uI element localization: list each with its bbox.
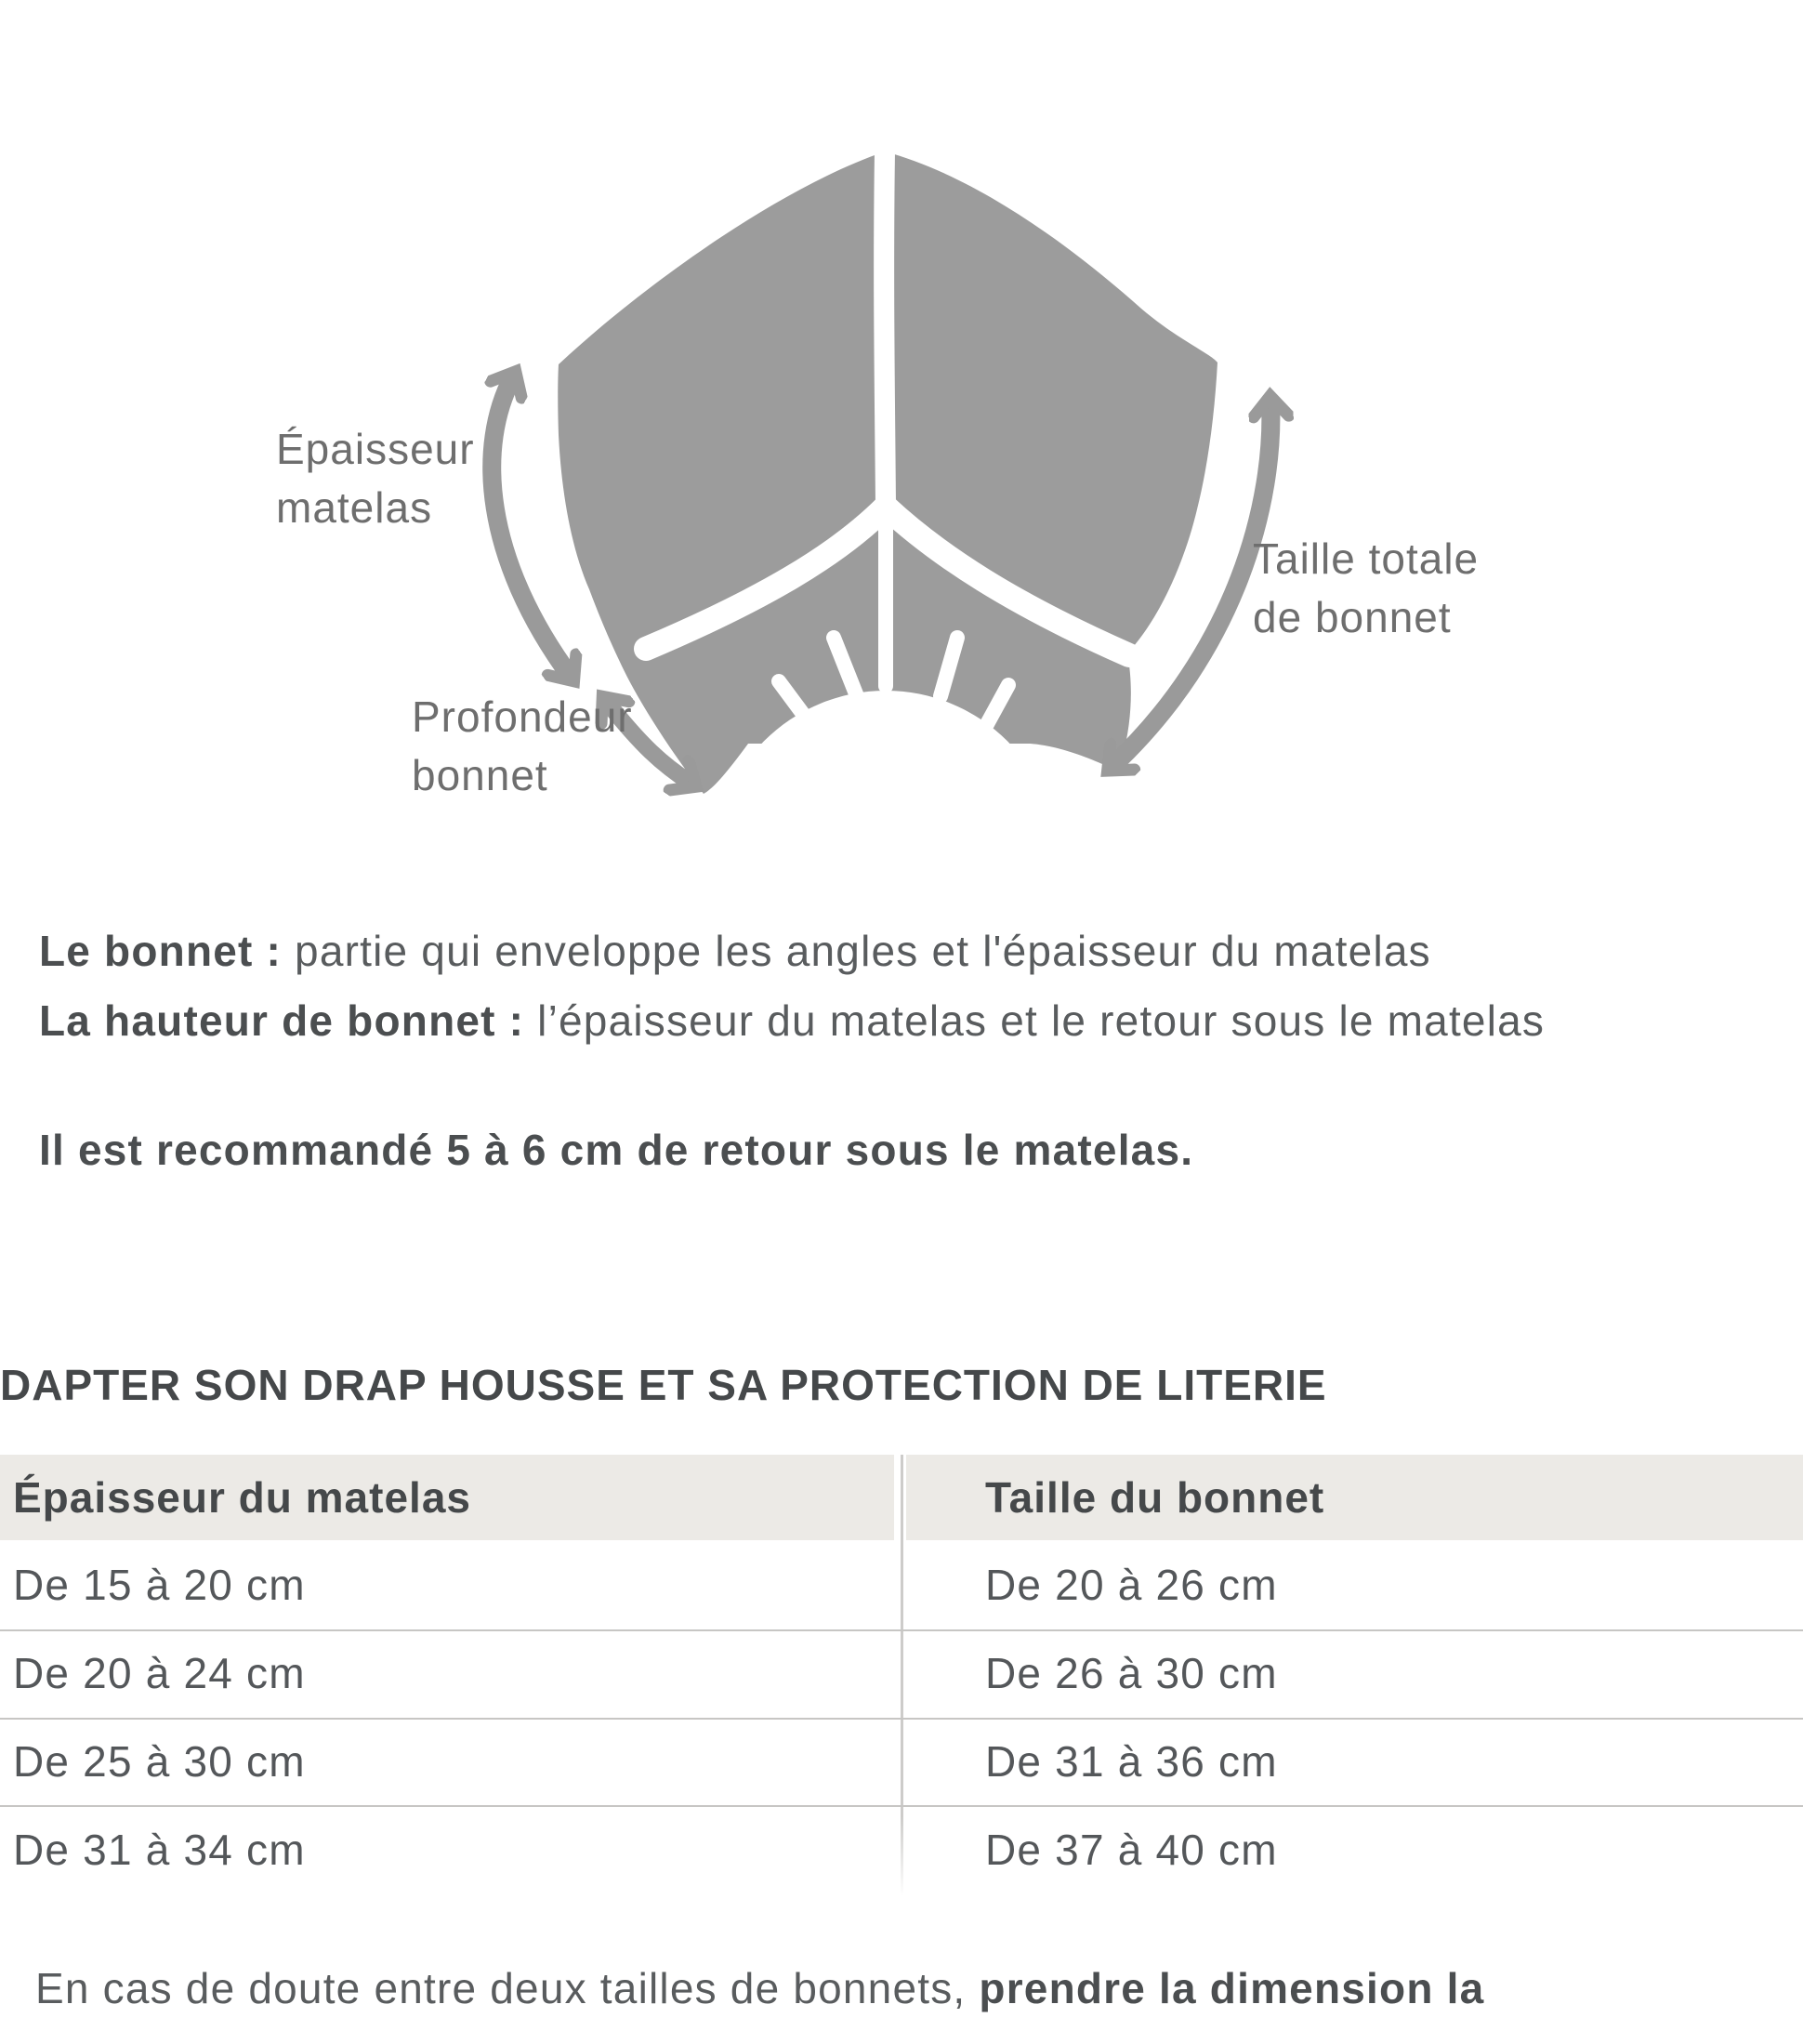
table-column-divider xyxy=(901,1455,903,1896)
row-divider xyxy=(0,1629,1803,1631)
table-cell: De 37 à 40 cm xyxy=(985,1826,1278,1874)
footer-note: En cas de doute entre deux tailles de bo… xyxy=(35,1963,1484,2013)
column-header-mattress-thickness: Épaisseur du matelas xyxy=(13,1473,471,1522)
mattress-corner-diagram xyxy=(482,141,1385,930)
cropped-icon-fragment: ) xyxy=(0,1963,2,2013)
gather-rays xyxy=(771,513,1016,746)
corner-seam-vertical xyxy=(874,141,896,517)
recommendation-text: Il est recommandé 5 à 6 cm de retour sou… xyxy=(39,1126,1194,1174)
label-line: de bonnet xyxy=(1253,593,1452,641)
definition-term: La hauteur de bonnet : xyxy=(39,996,525,1045)
label-line: Épaisseur xyxy=(276,425,475,473)
table-cell: De 15 à 20 cm xyxy=(13,1561,306,1609)
definition-text: l’épaisseur du matelas et le retour sous… xyxy=(524,996,1546,1045)
total-size-arrow xyxy=(1112,402,1270,767)
corner-seam-left xyxy=(634,495,898,661)
label-mattress-thickness: Épaisseur matelas xyxy=(276,420,475,537)
column-header-cap-size: Taille du bonnet xyxy=(985,1473,1325,1522)
table-cell: De 31 à 34 cm xyxy=(13,1826,306,1874)
table-cell: De 25 à 30 cm xyxy=(13,1737,306,1786)
label-line: bonnet xyxy=(412,751,548,799)
thickness-arrow xyxy=(482,376,571,677)
depth-arrow xyxy=(606,701,691,784)
footer-note-text: En cas de doute entre deux tailles de bo… xyxy=(35,1964,980,2012)
label-line: Profondeur xyxy=(412,692,633,741)
elastic-opening xyxy=(714,691,1058,930)
corner-seam-right xyxy=(874,495,1141,667)
table-cell: De 26 à 30 cm xyxy=(985,1649,1278,1697)
definition-text: partie qui enveloppe les angles et l'épa… xyxy=(282,927,1431,975)
section-heading: DAPTER SON DRAP HOUSSE ET SA PROTECTION … xyxy=(0,1361,1327,1409)
label-line: Taille totale xyxy=(1253,534,1480,583)
definition-line: Le bonnet : partie qui enveloppe les ang… xyxy=(39,917,1545,986)
row-divider xyxy=(0,1805,1803,1807)
table-cell: De 31 à 36 cm xyxy=(985,1737,1278,1786)
definitions-block: Le bonnet : partie qui enveloppe les ang… xyxy=(39,917,1545,1056)
table-cell: De 20 à 26 cm xyxy=(985,1561,1278,1609)
row-divider xyxy=(0,1718,1803,1720)
label-total-cap-size: Taille totale de bonnet xyxy=(1253,530,1479,647)
label-line: matelas xyxy=(276,483,433,532)
definition-term: Le bonnet : xyxy=(39,927,283,975)
footer-note-bold: prendre la dimension la xyxy=(979,1964,1485,2012)
table-cell: De 20 à 24 cm xyxy=(13,1649,306,1697)
label-cap-depth: Profondeur bonnet xyxy=(412,688,633,805)
definition-line: La hauteur de bonnet : l’épaisseur du ma… xyxy=(39,986,1545,1056)
